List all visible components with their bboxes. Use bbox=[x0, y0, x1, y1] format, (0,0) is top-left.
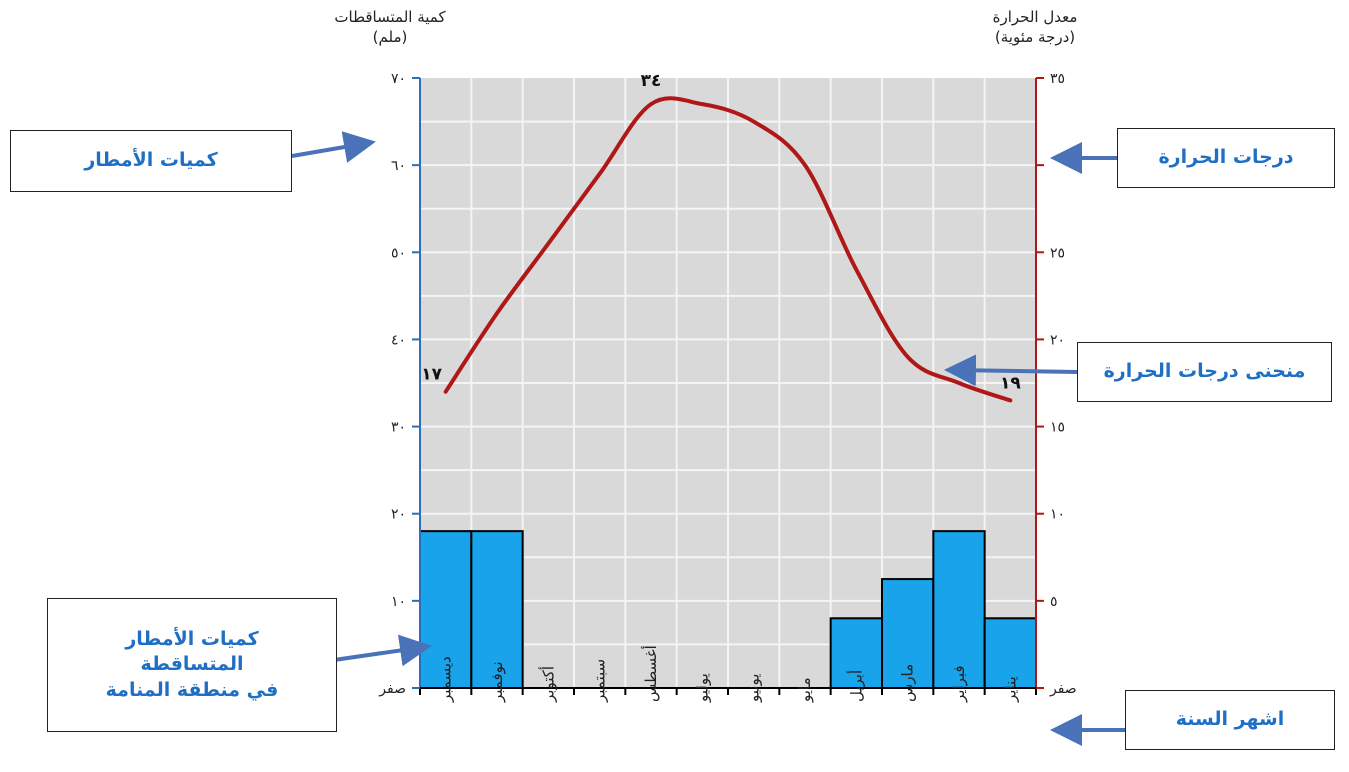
temperature-point-label: ١٧ bbox=[421, 365, 442, 385]
month-label: نوفمبر bbox=[488, 661, 506, 703]
left-axis-ticks: صفر ١٠ ٢٠ ٣٠ ٤٠ ٥٠ ٦٠ ٧٠ bbox=[378, 71, 420, 697]
left-axis-title-line2: (ملم) bbox=[372, 27, 408, 46]
right-tick-label: ١٥ bbox=[1050, 420, 1065, 436]
month-label: ديسمبر bbox=[437, 656, 455, 703]
callout-months-text: اشهر السنة bbox=[1175, 708, 1285, 731]
left-axis-title-line1: كمية المتساقطات bbox=[334, 8, 446, 26]
callout-temperature-curve-text: منحنى درجات الحرارة bbox=[1103, 360, 1306, 383]
right-tick-label: ٥ bbox=[1050, 594, 1058, 610]
rainfall-bar bbox=[932, 530, 986, 690]
month-label: أبريل bbox=[846, 670, 865, 702]
callout-arrow bbox=[333, 634, 432, 667]
left-tick-label: ٢٠ bbox=[391, 507, 406, 523]
callout-arrow bbox=[291, 131, 376, 163]
callout-arrow bbox=[944, 354, 1078, 387]
temperature-curve bbox=[443, 96, 1013, 403]
right-axis-title-line2: (درجة مئوية) bbox=[994, 27, 1076, 46]
right-tick-label: صفر bbox=[1049, 681, 1077, 697]
temperature-point-labels: ١٧ ٣٤ ١٩ bbox=[421, 71, 1021, 393]
callout-rain-region-line3: في منطقة المنامة bbox=[105, 678, 279, 701]
callout-rain-region: كميات الأمطار المتساقطة في منطقة المنامة bbox=[47, 598, 337, 732]
left-tick-label: ٦٠ bbox=[391, 158, 406, 174]
left-axis-title: كمية المتساقطات (ملم) bbox=[320, 8, 460, 47]
left-tick-label: ٤٠ bbox=[391, 332, 406, 348]
callout-rain-region-line2: المتساقطة bbox=[140, 653, 244, 676]
callout-temperature-curve: منحنى درجات الحرارة bbox=[1077, 342, 1332, 402]
callout-months: اشهر السنة bbox=[1125, 690, 1335, 750]
callout-temperatures: درجات الحرارة bbox=[1117, 128, 1335, 188]
right-axis-ticks: صفر ٥ ١٠ ١٥ ٢٠ ٢٥ ٣٥ bbox=[1036, 71, 1077, 697]
right-tick-label: ٢٠ bbox=[1050, 332, 1065, 348]
callout-rain-amounts-text: كميات الأمطار bbox=[84, 149, 218, 172]
right-axis-title-line1: معدل الحرارة bbox=[992, 8, 1078, 26]
rainfall-bars bbox=[419, 530, 1038, 690]
right-axis-title: معدل الحرارة (درجة مئوية) bbox=[965, 8, 1105, 47]
rainfall-bar bbox=[881, 578, 935, 689]
callout-temperatures-text: درجات الحرارة bbox=[1158, 146, 1294, 169]
month-label: يوليو bbox=[693, 673, 711, 703]
axes bbox=[416, 78, 1040, 695]
right-tick-label: ١٠ bbox=[1050, 507, 1065, 523]
month-label: سبتمبر bbox=[591, 659, 609, 703]
left-tick-label: ٥٠ bbox=[391, 245, 406, 261]
month-label: أغسطس bbox=[641, 645, 660, 702]
temperature-point-label: ١٩ bbox=[1000, 373, 1021, 393]
temperature-point-label: ٣٤ bbox=[641, 71, 662, 91]
month-label: أكتوبر bbox=[538, 666, 557, 703]
right-tick-label: ٢٥ bbox=[1050, 245, 1065, 261]
left-tick-label: ٣٠ bbox=[391, 420, 406, 436]
rainfall-bar bbox=[829, 617, 884, 689]
right-tick-label: ٣٥ bbox=[1050, 71, 1065, 87]
left-tick-label: صفر bbox=[378, 681, 406, 697]
month-label: فبراير bbox=[950, 665, 968, 703]
left-tick-label: ٧٠ bbox=[391, 71, 406, 87]
month-label: يناير bbox=[1001, 676, 1019, 703]
month-labels: ديسمبر نوفمبر أكتوبر سبتمبر أغسطس يوليو يونيو م… bbox=[437, 645, 1020, 703]
month-label: مايو bbox=[796, 677, 814, 703]
callout-arrows bbox=[291, 131, 1125, 746]
month-label: مارس bbox=[899, 664, 917, 702]
month-label: يونيو bbox=[745, 674, 763, 703]
left-tick-label: ١٠ bbox=[391, 594, 406, 610]
callout-rain-amounts: كميات الأمطار bbox=[10, 130, 292, 192]
rainfall-bar bbox=[470, 530, 524, 690]
callout-rain-region-line1: كميات الأمطار bbox=[125, 627, 259, 650]
